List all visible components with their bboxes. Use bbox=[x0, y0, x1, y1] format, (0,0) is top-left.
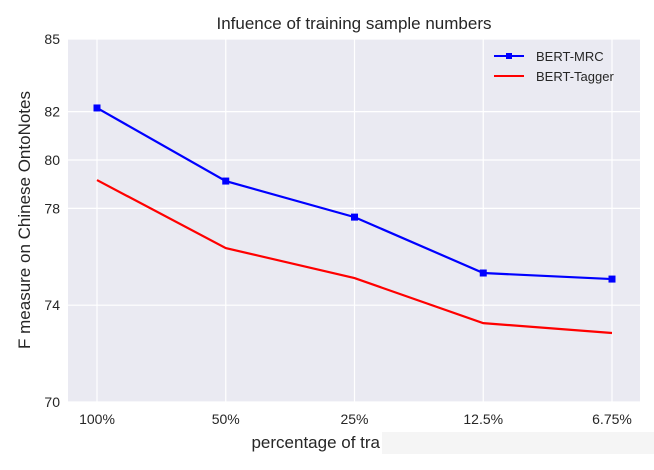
x-tick-labels: 100% 50% 25% 12.5% 6.75% bbox=[79, 411, 632, 427]
gridlines bbox=[68, 38, 640, 403]
series-line-bert-tagger bbox=[96, 179, 613, 335]
x-tick-label: 6.75% bbox=[592, 411, 632, 427]
series-lines bbox=[93, 104, 616, 335]
legend-marker-bert-mrc bbox=[506, 53, 512, 59]
x-tick-label: 25% bbox=[340, 411, 368, 427]
y-tick-labels: 70 74 78 80 82 85 bbox=[44, 31, 60, 410]
data-point bbox=[222, 177, 230, 185]
y-axis-label: F measure on Chinese OntoNotes bbox=[15, 91, 34, 349]
legend-label-bert-mrc: BERT-MRC bbox=[536, 49, 604, 64]
chart-title: Infuence of training sample numbers bbox=[217, 14, 492, 33]
y-tick-label: 80 bbox=[44, 152, 60, 168]
y-tick-label: 74 bbox=[44, 297, 60, 313]
x-axis-label: percentage of tra bbox=[251, 433, 380, 452]
legend-label-bert-tagger: BERT-Tagger bbox=[536, 69, 614, 84]
x-tick-label: 12.5% bbox=[463, 411, 503, 427]
data-point bbox=[608, 275, 616, 283]
x-tick-label: 100% bbox=[79, 411, 115, 427]
y-tick-label: 78 bbox=[44, 200, 60, 216]
y-tick-label: 70 bbox=[44, 394, 60, 410]
y-tick-label: 82 bbox=[44, 104, 60, 120]
x-tick-label: 50% bbox=[212, 411, 240, 427]
watermark bbox=[382, 432, 654, 454]
data-point bbox=[479, 269, 487, 277]
data-point bbox=[351, 213, 358, 221]
data-point bbox=[93, 104, 101, 112]
y-tick-label: 85 bbox=[44, 31, 60, 47]
legend: BERT-MRC BERT-Tagger bbox=[494, 49, 614, 84]
